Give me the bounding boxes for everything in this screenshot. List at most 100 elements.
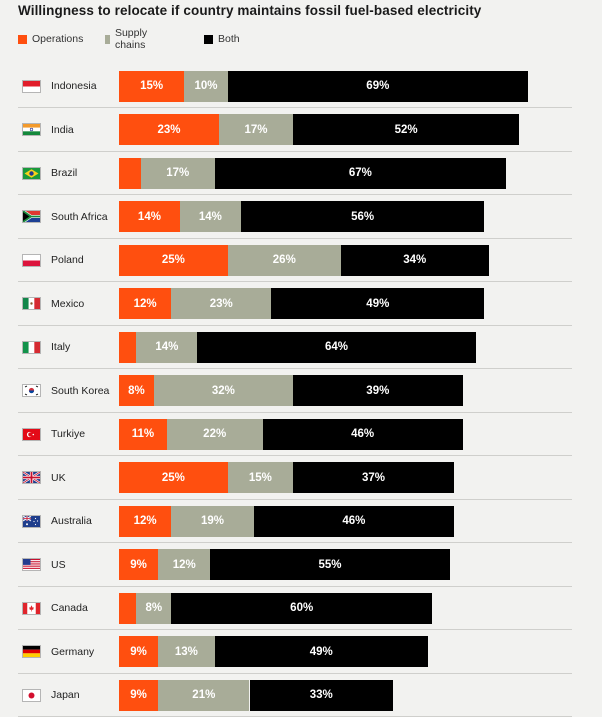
bar-segment-operations-uk: 25% [119,462,228,493]
data-label-operations-turkiye: 11% [131,428,155,440]
data-label-supply-chains-mexico: 23% [209,297,233,310]
data-label-operations-japan: 9% [130,689,147,701]
bar-segment-operations-brazil [119,157,141,189]
data-label-supply-chains-india: 17% [244,123,268,136]
bar-segment-both-south-africa: 56% [240,201,485,232]
data-label-supply-chains-canada: 8% [145,602,163,614]
data-label-supply-chains-brazil: 17% [166,167,190,179]
data-label-both-mexico: 49% [366,297,390,310]
bar-segment-operations-india: 23% [119,114,220,145]
country-label-india: India [51,123,74,136]
legend-item-both: Both [204,32,240,46]
row-divider [18,542,572,543]
india-flag-icon [22,123,41,136]
row-divider [18,150,572,152]
bar-segment-supply-chains-turkiye: 22% [166,418,263,450]
data-label-operations-indonesia: 15% [140,80,164,92]
uk-flag-icon [22,471,41,484]
bar-segment-both-australia: 46% [253,505,454,537]
country-label-uk: UK [51,471,66,484]
indonesia-flag-icon [22,79,41,93]
data-label-supply-chains-japan: 21% [192,689,216,701]
legend-item-operations: Operations [18,32,83,46]
bar-segment-both-brazil: 67% [214,157,507,189]
legend-item-supply-chains: Supply chains [105,27,151,51]
data-label-operations-india: 23% [157,123,181,136]
chart-title: Willingness to relocate if country maint… [18,3,482,18]
country-label-south-africa: South Africa [51,210,108,223]
bar-segment-supply-chains-us: 12% [158,549,211,580]
bar-segment-operations-italy [119,331,137,363]
data-label-both-uk: 37% [361,471,385,484]
country-label-germany: Germany [51,645,95,658]
japan-flag-icon [22,688,41,702]
country-label-canada: Canada [51,602,88,614]
data-label-both-poland: 34% [403,254,427,266]
legend-swatch-operations [18,34,27,44]
bar-segment-supply-chains-mexico: 23% [171,288,272,319]
data-label-both-india: 52% [394,123,418,136]
country-label-australia: Australia [51,515,92,527]
bar-segment-operations-japan: 9% [119,679,159,711]
data-label-both-brazil: 67% [348,167,372,179]
bar-segment-supply-chains-poland: 26% [227,244,341,276]
legend-label-both: Both [218,33,240,45]
australia-flag-icon [22,514,41,528]
row-divider [18,411,572,413]
bar-segment-supply-chains-italy: 14% [136,331,198,363]
data-label-operations-us: 9% [130,558,147,571]
data-label-both-germany: 49% [309,645,333,658]
bar-segment-both-indonesia: 69% [227,70,528,102]
country-label-south-korea: South Korea [51,384,110,397]
data-label-operations-poland: 25% [161,254,185,266]
row-divider [18,281,572,282]
bar-segment-both-germany: 49% [214,636,428,667]
bar-segment-both-italy: 64% [197,331,476,363]
bar-segment-operations-poland: 25% [119,244,228,276]
country-label-us: US [51,558,66,571]
bar-segment-both-japan: 33% [249,679,394,711]
bar-segment-supply-chains-japan: 21% [158,679,250,711]
bar-segment-supply-chains-uk: 15% [227,462,293,493]
data-label-both-japan: 33% [309,689,333,701]
turkiye-flag-icon [22,427,41,441]
brazil-flag-icon [22,166,41,180]
row-divider [18,237,572,239]
bar-segment-operations-canada [119,592,137,624]
country-label-mexico: Mexico [51,297,85,310]
row-divider [18,585,572,587]
country-label-japan: Japan [51,689,80,701]
bar-segment-operations-south-africa: 14% [119,201,180,232]
bar-segment-operations-australia: 12% [119,505,172,537]
data-label-supply-chains-australia: 19% [200,515,225,527]
bar-segment-both-mexico: 49% [271,288,485,319]
bar-segment-operations-indonesia: 15% [119,70,185,102]
data-label-operations-australia: 12% [133,515,157,527]
data-label-operations-germany: 9% [130,645,147,658]
bar-segment-supply-chains-australia: 19% [171,505,254,537]
row-divider [18,194,572,195]
legend-swatch-both [204,34,213,44]
data-label-both-australia: 46% [342,515,366,527]
legend-label-operations: Operations [32,33,84,45]
row-divider [18,498,572,500]
data-label-supply-chains-indonesia: 10% [194,80,218,92]
data-label-both-canada: 60% [290,602,314,614]
legend-swatch-supply-chains [105,34,110,44]
data-label-supply-chains-germany: 13% [174,645,198,658]
country-label-poland: Poland [51,254,84,266]
data-label-both-italy: 64% [324,341,348,353]
bar-segment-both-turkiye: 46% [262,418,463,450]
data-label-both-turkiye: 46% [351,428,375,440]
bar-segment-operations-turkiye: 11% [119,418,167,450]
bar-segment-supply-chains-indonesia: 10% [184,70,228,102]
data-label-supply-chains-us: 12% [172,558,196,571]
data-label-supply-chains-south-korea: 32% [211,384,235,397]
bar-segment-supply-chains-south-korea: 32% [153,375,293,406]
data-label-operations-south-korea: 8% [128,384,145,397]
data-label-supply-chains-poland: 26% [272,254,296,266]
data-label-operations-uk: 25% [161,471,185,484]
italy-flag-icon [22,340,41,354]
country-label-italy: Italy [51,341,71,353]
row-divider [18,672,572,674]
